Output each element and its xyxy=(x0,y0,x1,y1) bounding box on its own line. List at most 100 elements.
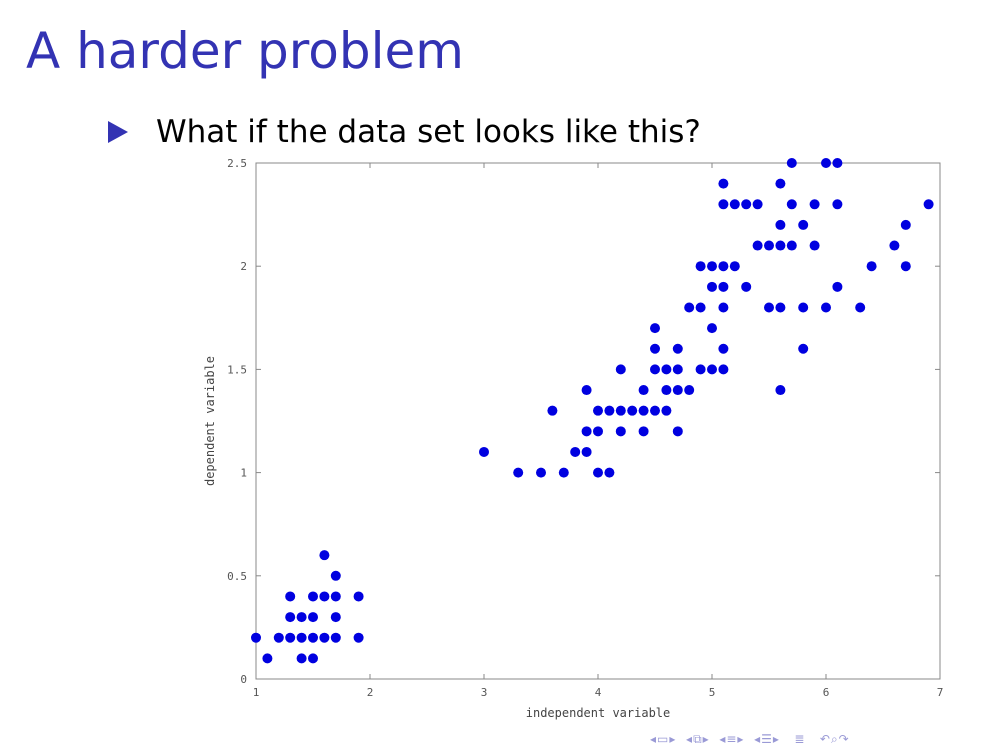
x-tick-label: 1 xyxy=(253,686,260,699)
data-point xyxy=(684,302,695,313)
data-point xyxy=(798,302,809,313)
data-point xyxy=(718,364,729,375)
x-tick-label: 2 xyxy=(367,686,374,699)
data-point xyxy=(809,240,820,251)
nav-toc-icon[interactable]: ≣ xyxy=(794,732,806,746)
data-point xyxy=(308,653,318,664)
data-point xyxy=(752,199,763,210)
data-point xyxy=(615,426,626,437)
data-point xyxy=(296,632,307,643)
data-point xyxy=(786,158,797,168)
data-point xyxy=(684,385,695,396)
data-point xyxy=(718,261,729,272)
data-point xyxy=(285,612,296,623)
nav-search-icon[interactable]: ↶⌕↷ xyxy=(819,732,850,746)
data-point xyxy=(695,302,706,313)
data-point xyxy=(718,302,729,313)
data-point xyxy=(330,612,341,623)
data-point xyxy=(798,343,809,354)
data-point xyxy=(593,426,603,437)
nav-frame-icon[interactable]: ▭ xyxy=(657,732,670,746)
data-point xyxy=(923,199,934,210)
x-axis-title: independent variable xyxy=(526,706,671,720)
nav-next-frame-icon[interactable]: ▸ xyxy=(669,732,677,746)
data-point xyxy=(661,405,672,416)
data-point xyxy=(775,219,786,230)
data-point xyxy=(593,405,603,416)
data-point xyxy=(319,550,330,561)
data-point xyxy=(513,467,524,478)
chart-points xyxy=(251,158,934,664)
data-point xyxy=(672,426,683,437)
data-point xyxy=(285,591,296,602)
data-point xyxy=(581,426,592,437)
nav-prev-subsection-icon[interactable]: ◂ xyxy=(754,732,762,746)
data-point xyxy=(718,281,729,292)
data-point xyxy=(296,612,307,623)
data-point xyxy=(353,591,364,602)
data-point xyxy=(308,612,318,623)
data-point xyxy=(285,632,296,643)
data-point xyxy=(308,632,318,643)
data-point xyxy=(672,385,683,396)
data-point xyxy=(615,405,626,416)
data-point xyxy=(786,199,797,210)
y-tick-label: 1.5 xyxy=(227,363,247,376)
data-point xyxy=(741,281,752,292)
data-point xyxy=(627,405,638,416)
data-point xyxy=(650,343,660,354)
data-point xyxy=(638,426,649,437)
data-point xyxy=(741,199,752,210)
data-point xyxy=(707,323,717,334)
chart-axes xyxy=(255,162,941,680)
nav-section-icon[interactable]: ≡ xyxy=(726,732,738,746)
data-point xyxy=(650,323,660,334)
nav-subsection-icon[interactable]: ☰ xyxy=(761,732,773,746)
data-point xyxy=(707,364,717,375)
data-point xyxy=(718,343,729,354)
data-point xyxy=(581,446,592,457)
data-point xyxy=(855,302,866,313)
data-point xyxy=(353,632,364,643)
slide-navigation-controls[interactable]: ◂▭▸ ◂⧉▸ ◂≡▸ ◂☰▸ ≣ ↶⌕↷ xyxy=(650,732,850,747)
bullet-item: What if the data set looks like this? xyxy=(108,112,701,152)
data-point xyxy=(330,632,341,643)
data-point xyxy=(479,446,489,457)
data-point xyxy=(707,281,717,292)
data-point xyxy=(752,240,763,251)
data-point xyxy=(650,405,660,416)
data-point xyxy=(729,199,740,210)
nav-next-slide-icon[interactable]: ▸ xyxy=(702,732,710,746)
data-point xyxy=(558,467,569,478)
data-point xyxy=(273,632,284,643)
plot-frame xyxy=(255,162,941,680)
data-point xyxy=(615,364,626,375)
nav-next-section-icon[interactable]: ▸ xyxy=(737,732,745,746)
data-point xyxy=(718,178,729,189)
x-tick-label: 4 xyxy=(595,686,602,699)
data-point xyxy=(570,446,581,457)
nav-prev-section-icon[interactable]: ◂ xyxy=(719,732,727,746)
nav-slide-icon[interactable]: ⧉ xyxy=(693,732,703,746)
x-tick-label: 6 xyxy=(823,686,830,699)
data-point xyxy=(638,405,649,416)
data-point xyxy=(536,467,546,478)
data-point xyxy=(764,302,774,313)
slide-title: A harder problem xyxy=(26,22,464,80)
data-point xyxy=(707,261,717,272)
data-point xyxy=(672,364,683,375)
nav-prev-slide-icon[interactable]: ◂ xyxy=(686,732,694,746)
y-tick-label: 0 xyxy=(240,673,247,686)
data-point xyxy=(729,261,740,272)
data-point xyxy=(889,240,900,251)
data-point xyxy=(832,281,843,292)
data-point xyxy=(638,385,649,396)
data-point xyxy=(775,385,786,396)
nav-prev-frame-icon[interactable]: ◂ xyxy=(650,732,658,746)
data-point xyxy=(672,343,683,354)
data-point xyxy=(330,591,341,602)
x-tick-label: 5 xyxy=(709,686,716,699)
nav-next-subsection-icon[interactable]: ▸ xyxy=(772,732,780,746)
data-point xyxy=(832,199,843,210)
